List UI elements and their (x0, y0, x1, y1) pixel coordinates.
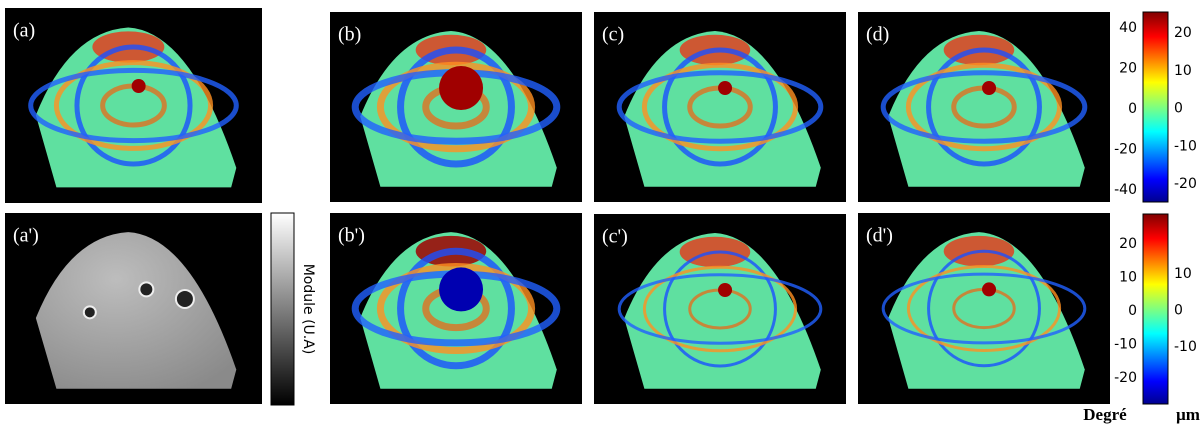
colorbar-tick-label: -20 (1114, 370, 1137, 386)
hole (176, 290, 193, 307)
panel-label: (a) (13, 20, 35, 42)
ring (28, 67, 239, 144)
core (982, 282, 997, 297)
object-map (888, 31, 1085, 187)
ring (376, 61, 536, 153)
ring (927, 249, 1041, 368)
colorbar-tick-label: -20 (1174, 176, 1197, 192)
image-panel: (b) (330, 12, 582, 202)
ring (880, 70, 1088, 144)
colorbar-tick-label: 40 (1119, 20, 1137, 36)
core (718, 81, 733, 95)
colorbar (1142, 11, 1169, 203)
object-map (624, 31, 821, 187)
object-map (35, 27, 237, 188)
core (439, 267, 484, 312)
image-panel: (c) (594, 12, 846, 202)
colorbar-tick-label: 0 (1174, 101, 1183, 117)
image-panel: (b') (330, 213, 582, 404)
image-panel: (a) (5, 8, 262, 203)
panel-label: (b') (338, 225, 365, 247)
hole (84, 307, 95, 318)
panel-label: (a') (13, 225, 39, 247)
colorbar (1142, 213, 1169, 405)
ring (74, 44, 193, 167)
colorbar-tick-label: -10 (1114, 337, 1137, 353)
colorbar-tick-label: 10 (1174, 63, 1192, 79)
ring (906, 264, 1062, 353)
colorbar-tick-label: 0 (1128, 101, 1137, 117)
ring (641, 62, 799, 152)
ring (397, 247, 515, 370)
ring (926, 47, 1042, 167)
ring (662, 47, 778, 167)
image-panel: (d') (858, 213, 1110, 404)
unit-label: µm (1176, 405, 1200, 424)
core (131, 79, 146, 93)
object-map (888, 232, 1085, 389)
panel-label: (c') (602, 226, 628, 248)
colorbar-tick-label: 0 (1174, 303, 1183, 319)
core (439, 66, 484, 110)
ring (53, 60, 214, 151)
object-map (624, 233, 821, 389)
panel-label: (b) (338, 24, 361, 46)
ring (616, 70, 824, 144)
object-magnitude (35, 232, 237, 389)
colorbar-tick-label: 20 (1119, 61, 1137, 77)
colorbar-tick-label: 0 (1128, 303, 1137, 319)
colorbar-tick-label: 10 (1119, 270, 1137, 286)
panel-label: (c) (602, 24, 624, 46)
core (982, 81, 997, 95)
colorbar-tick-label: -20 (1114, 142, 1137, 158)
colorbar-tick-label: 20 (1174, 25, 1192, 41)
colorbar-tick-label: -40 (1114, 182, 1137, 198)
ring (881, 272, 1087, 345)
core (718, 283, 733, 297)
grayscale-colorbar (270, 212, 295, 406)
panel-label: (d') (866, 225, 893, 247)
ring (397, 46, 515, 168)
ring (905, 62, 1063, 152)
image-panel: (a') (5, 213, 262, 404)
unit-label: Degré (1083, 405, 1127, 424)
ring (376, 262, 536, 355)
colorbar-label: Module (U.A) (300, 264, 316, 355)
image-panel: (d) (858, 12, 1110, 202)
ring (642, 265, 798, 353)
colorbar-tick-label: 20 (1119, 236, 1137, 252)
colorbar-tick-label: -10 (1174, 138, 1197, 154)
hole (140, 283, 153, 296)
ring (663, 250, 777, 368)
panel-label: (d) (866, 24, 889, 46)
ring (617, 273, 823, 345)
colorbar-tick-label: 10 (1174, 266, 1192, 282)
colorbar-tick-label: -10 (1174, 339, 1197, 355)
image-panel: (c') (594, 214, 846, 404)
